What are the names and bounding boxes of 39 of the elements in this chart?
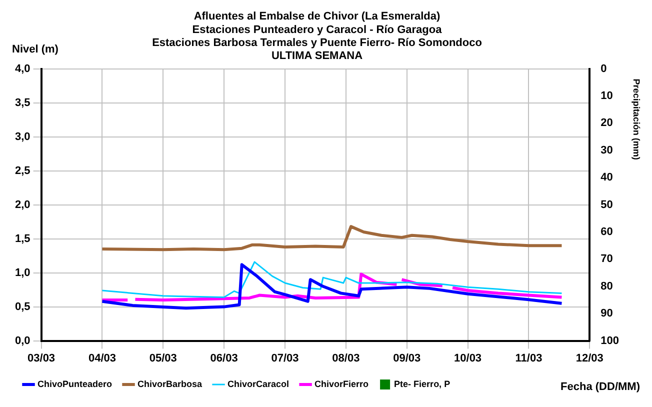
x-tick-label: 09/03 bbox=[393, 352, 421, 364]
y-tick-label: 3,0 bbox=[14, 130, 30, 143]
y-axis-title: Nivel (m) bbox=[12, 43, 59, 56]
y2-tick-label: 90 bbox=[600, 308, 613, 320]
legend-label: ChivoPunteadero bbox=[38, 378, 113, 389]
y2-tick-label: 40 bbox=[600, 172, 613, 184]
y2-tick-label: 100 bbox=[600, 334, 620, 347]
y-tick-label: 0,5 bbox=[14, 300, 30, 313]
x-tick-label: 11/03 bbox=[515, 352, 542, 364]
x-tick-label: 04/03 bbox=[88, 352, 116, 364]
y2-tick-label: 0 bbox=[600, 62, 607, 75]
legend-label: ChivorBarbosa bbox=[138, 378, 204, 389]
y2-tick-label: 10 bbox=[600, 90, 613, 102]
y2-tick-label: 60 bbox=[600, 226, 613, 238]
y-tick-label: 3,5 bbox=[14, 96, 30, 109]
legend-label: Pte- Fierro, P bbox=[394, 378, 450, 389]
x-tick-label: 05/03 bbox=[149, 352, 177, 364]
legend-label: ChivorFierro bbox=[314, 378, 370, 389]
y2-tick-label: 70 bbox=[600, 253, 613, 266]
legend-label: ChivorCaracol bbox=[228, 378, 290, 389]
x-tick-label: 10/03 bbox=[454, 352, 482, 364]
y-tick-label: 1,5 bbox=[14, 232, 30, 245]
x-tick-label: 12/03 bbox=[576, 352, 604, 364]
y2-tick-label: 80 bbox=[600, 280, 613, 292]
x-tick-label: 03/03 bbox=[28, 352, 56, 364]
x-axis-title: Fecha (DD/MM) bbox=[560, 381, 640, 394]
y2-axis-title: Precipitación (mm) bbox=[632, 78, 642, 160]
chart-title: Afluentes al Embalse de Chivor (La Esmeralda) Estaciones Punteadero y Caracol - Río Garagoa Estaciones Barbosa Termales y Puente Fierro- Río Somondoco ULTIMA SEMANA bbox=[152, 10, 482, 62]
y-tick-label: 2,5 bbox=[14, 164, 30, 177]
y2-tick-label: 20 bbox=[600, 117, 613, 130]
y-tick-label: 1,0 bbox=[14, 266, 30, 279]
x-tick-label: 07/03 bbox=[271, 352, 299, 364]
y2-tick-label: 30 bbox=[600, 144, 613, 156]
x-tick-label: 06/03 bbox=[210, 352, 238, 364]
y-tick-label: 2,0 bbox=[14, 198, 30, 211]
y-tick-label: 4,0 bbox=[14, 62, 30, 75]
x-tick-label: 08/03 bbox=[332, 352, 360, 364]
y2-tick-label: 50 bbox=[600, 198, 613, 211]
y-tick-label: 0,0 bbox=[14, 334, 30, 347]
